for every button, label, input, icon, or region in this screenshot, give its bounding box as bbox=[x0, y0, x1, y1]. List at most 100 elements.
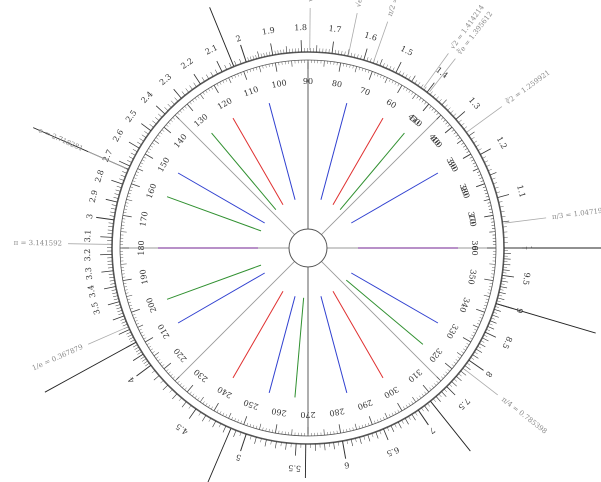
inner-tick bbox=[462, 153, 472, 159]
inner-tick bbox=[208, 88, 211, 92]
constant-label: e = 2.718281 bbox=[37, 126, 84, 153]
outer-tick bbox=[473, 140, 478, 144]
inner-tick bbox=[291, 429, 293, 436]
inner-tick bbox=[352, 65, 354, 69]
inner-scale-label: 150 bbox=[156, 156, 171, 174]
inner-tick bbox=[461, 351, 464, 354]
outer-scale-label: 2.5 bbox=[124, 108, 139, 124]
outer-tick bbox=[275, 441, 277, 449]
inner-tick bbox=[374, 72, 376, 76]
outer-tick bbox=[487, 326, 495, 330]
outer-tick bbox=[498, 201, 503, 203]
inner-tick bbox=[161, 364, 165, 367]
outer-tick bbox=[270, 440, 272, 445]
inner-scale-label: 10 bbox=[467, 213, 478, 225]
outer-tick bbox=[111, 204, 117, 206]
outer-tick bbox=[470, 357, 475, 360]
outer-tick bbox=[122, 323, 128, 327]
outer-tick bbox=[397, 421, 402, 429]
inner-tick bbox=[323, 60, 325, 67]
outer-tick bbox=[130, 152, 136, 156]
outer-tick bbox=[347, 49, 350, 57]
outer-tick bbox=[363, 435, 366, 440]
inner-tick bbox=[485, 298, 489, 301]
colored-segment bbox=[166, 196, 262, 232]
inner-tick bbox=[383, 76, 385, 80]
outer-tick bbox=[255, 54, 257, 59]
inner-tick bbox=[397, 409, 400, 413]
inner-tick bbox=[456, 139, 463, 144]
outer-scale-label: 1.3 bbox=[467, 96, 482, 112]
inner-tick bbox=[447, 124, 451, 127]
outer-tick bbox=[375, 431, 379, 439]
inner-scale-label: 400 bbox=[427, 132, 444, 149]
outer-tick bbox=[500, 286, 508, 289]
inner-tick bbox=[451, 129, 455, 132]
outer-scale-label: 3 bbox=[85, 213, 95, 219]
inner-tick bbox=[405, 88, 408, 92]
inner-tick bbox=[349, 428, 351, 432]
constant-label: π/2 = 1.5708 bbox=[386, 0, 409, 17]
outer-tick bbox=[502, 274, 515, 278]
inner-scale-label: 60 bbox=[385, 97, 398, 110]
outer-tick bbox=[461, 123, 465, 126]
inner-tick bbox=[422, 103, 430, 112]
constant-marker bbox=[88, 327, 127, 345]
inner-tick bbox=[412, 93, 417, 100]
outer-tick bbox=[333, 442, 335, 450]
outer-tick bbox=[463, 126, 468, 130]
inner-tick bbox=[397, 83, 400, 87]
inner-tick bbox=[478, 174, 482, 176]
outer-tick bbox=[152, 120, 157, 125]
outer-tick bbox=[379, 430, 382, 435]
inner-scale-label: 170 bbox=[138, 211, 150, 228]
outer-tick bbox=[386, 64, 388, 69]
guide-spoke bbox=[176, 116, 295, 235]
inner-scale-label: 20 bbox=[458, 185, 470, 198]
inner-tick bbox=[133, 317, 137, 319]
outer-tick bbox=[132, 149, 138, 152]
outer-tick bbox=[110, 283, 116, 285]
outer-tick bbox=[285, 442, 287, 450]
inner-tick bbox=[485, 195, 489, 198]
inner-tick bbox=[194, 395, 197, 399]
guide-spoke bbox=[176, 261, 295, 380]
outer-tick bbox=[193, 73, 201, 85]
inner-tick bbox=[411, 92, 414, 95]
inner-tick bbox=[352, 427, 354, 431]
outer-tick bbox=[260, 53, 263, 58]
outer-tick bbox=[280, 442, 282, 447]
inner-tick bbox=[463, 348, 466, 351]
outer-tick bbox=[447, 107, 451, 111]
inner-tick bbox=[343, 63, 345, 67]
constant-label: √e = 1.648721 bbox=[355, 0, 374, 8]
inner-tick bbox=[421, 99, 424, 103]
inner-tick bbox=[141, 159, 145, 162]
constant-marker bbox=[504, 217, 547, 224]
outer-tick bbox=[125, 341, 137, 349]
outer-tick bbox=[178, 397, 182, 402]
outer-tick bbox=[158, 113, 163, 118]
inner-tick bbox=[179, 110, 182, 113]
constant-label: π = 3.141592 bbox=[14, 239, 62, 248]
outer-tick bbox=[426, 82, 435, 93]
inner-tick bbox=[249, 69, 252, 73]
outer-tick bbox=[472, 354, 479, 359]
colored-segment bbox=[320, 102, 348, 200]
inner-tick bbox=[483, 199, 490, 202]
outer-tick bbox=[188, 405, 192, 409]
inner-tick bbox=[165, 369, 169, 372]
inner-tick bbox=[132, 180, 136, 182]
constant-marker bbox=[373, 21, 389, 62]
outer-tick bbox=[451, 381, 457, 387]
constant-marker bbox=[464, 368, 498, 396]
inner-tick bbox=[205, 403, 208, 406]
outer-tick bbox=[210, 71, 214, 77]
inner-tick bbox=[219, 81, 222, 85]
outer-tick bbox=[127, 334, 133, 338]
inner-tick bbox=[128, 192, 132, 195]
outer-tick bbox=[458, 119, 462, 123]
outer-tick bbox=[477, 346, 482, 349]
inner-scale-label: 230 bbox=[192, 367, 209, 384]
inner-tick bbox=[137, 168, 144, 172]
